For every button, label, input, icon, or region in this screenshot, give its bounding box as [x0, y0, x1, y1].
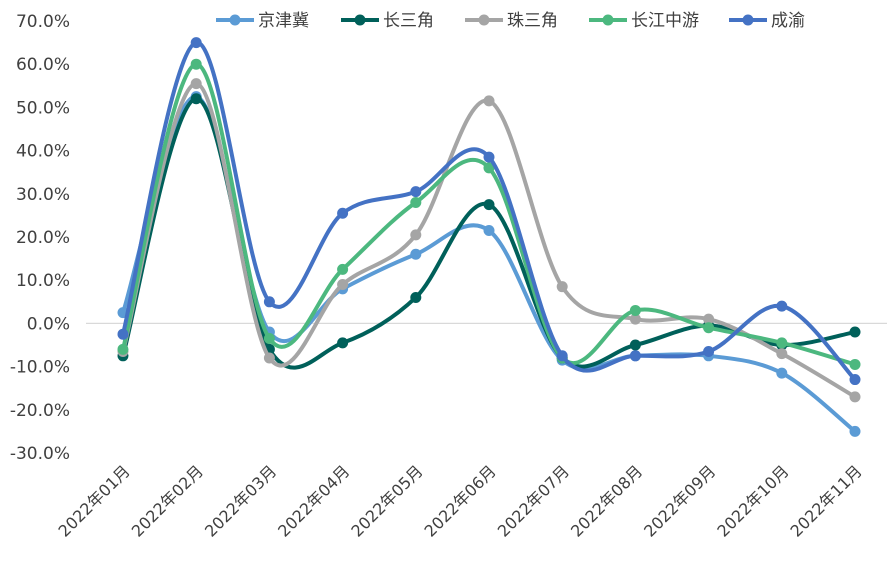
data-point — [337, 263, 349, 275]
data-point — [410, 186, 422, 198]
data-point — [263, 296, 275, 308]
legend-item: 成渝 — [729, 11, 805, 31]
series-layer — [117, 37, 861, 437]
data-point — [556, 350, 568, 362]
data-point — [849, 358, 861, 370]
data-point — [337, 207, 349, 219]
x-tick-label: 2022年07月 — [494, 461, 573, 540]
y-tick-label: -10.0% — [10, 358, 70, 378]
data-point — [263, 333, 275, 345]
series-line — [121, 62, 857, 367]
legend-dot-marker — [354, 14, 366, 26]
legend-dot-marker — [229, 14, 241, 26]
legend-label: 珠三角 — [507, 11, 558, 31]
data-point — [263, 352, 275, 364]
y-tick-label: 30.0% — [16, 185, 70, 205]
data-point — [629, 350, 641, 362]
data-point — [629, 339, 641, 351]
legend-item: 长三角 — [341, 11, 434, 31]
legend-dot-marker — [742, 14, 754, 26]
x-tick-label: 2022年09月 — [640, 461, 719, 540]
legend-label: 成渝 — [771, 11, 805, 31]
data-point — [849, 425, 861, 437]
x-tick-label: 2022年02月 — [128, 461, 207, 540]
y-tick-label: -20.0% — [10, 401, 70, 421]
y-tick-label: 70.0% — [16, 12, 70, 32]
y-tick-label: -30.0% — [10, 444, 70, 464]
data-point — [410, 291, 422, 303]
data-point — [629, 313, 641, 325]
y-tick-label: 0.0% — [27, 314, 70, 334]
data-point — [337, 279, 349, 291]
data-point — [703, 345, 715, 357]
data-point — [776, 348, 788, 360]
legend-item: 长江中游 — [589, 11, 699, 31]
data-point — [483, 151, 495, 163]
legend: 京津冀 长三角 珠三角 长江中游 成渝 — [216, 11, 805, 31]
legend-label: 长江中游 — [631, 11, 699, 31]
data-point — [483, 199, 495, 211]
data-point — [556, 281, 568, 293]
y-tick-label: 20.0% — [16, 228, 70, 248]
legend-dot-marker — [478, 14, 490, 26]
y-tick-label: 50.0% — [16, 98, 70, 118]
x-axis: 2022年01月2022年02月2022年03月2022年04月2022年05月… — [55, 461, 866, 540]
data-point — [776, 337, 788, 349]
x-tick-label: 2022年10月 — [713, 461, 792, 540]
x-tick-label: 2022年06月 — [421, 461, 500, 540]
y-axis: -30.0% -20.0% -10.0% 0.0% 10.0% 20.0% 30.0% 40.… — [10, 12, 70, 464]
x-tick-label: 2022年04月 — [274, 461, 353, 540]
data-point — [703, 322, 715, 334]
data-point — [629, 304, 641, 316]
series-line — [121, 94, 857, 434]
data-point — [849, 374, 861, 386]
legend-dot-marker — [602, 14, 614, 26]
data-point — [849, 326, 861, 338]
data-point — [703, 313, 715, 325]
data-point — [117, 343, 129, 355]
x-tick-label: 2022年05月 — [347, 461, 426, 540]
y-tick-label: 10.0% — [16, 271, 70, 291]
data-point — [190, 37, 202, 49]
y-tick-label: 40.0% — [16, 142, 70, 162]
data-point — [483, 162, 495, 174]
legend-item: 京津冀 — [216, 11, 309, 31]
data-point — [483, 225, 495, 237]
x-tick-label: 2022年01月 — [55, 461, 134, 540]
data-point — [776, 300, 788, 312]
data-point — [849, 391, 861, 403]
x-tick-label: 2022年03月 — [201, 461, 280, 540]
x-tick-label: 2022年08月 — [567, 461, 646, 540]
legend-label: 京津冀 — [258, 11, 309, 31]
data-point — [776, 367, 788, 379]
data-point — [410, 196, 422, 208]
data-point — [190, 93, 202, 105]
series-line — [121, 81, 857, 399]
x-tick-label: 2022年11月 — [787, 461, 866, 540]
data-point — [410, 248, 422, 260]
legend-item: 珠三角 — [465, 11, 558, 31]
series-4 — [117, 37, 861, 386]
series-2 — [117, 78, 861, 403]
data-point — [337, 337, 349, 349]
data-point — [190, 78, 202, 90]
data-point — [410, 229, 422, 241]
data-point — [483, 95, 495, 107]
data-point — [190, 58, 202, 70]
legend-label: 长三角 — [383, 11, 434, 31]
data-point — [117, 328, 129, 340]
y-tick-label: 60.0% — [16, 55, 70, 75]
